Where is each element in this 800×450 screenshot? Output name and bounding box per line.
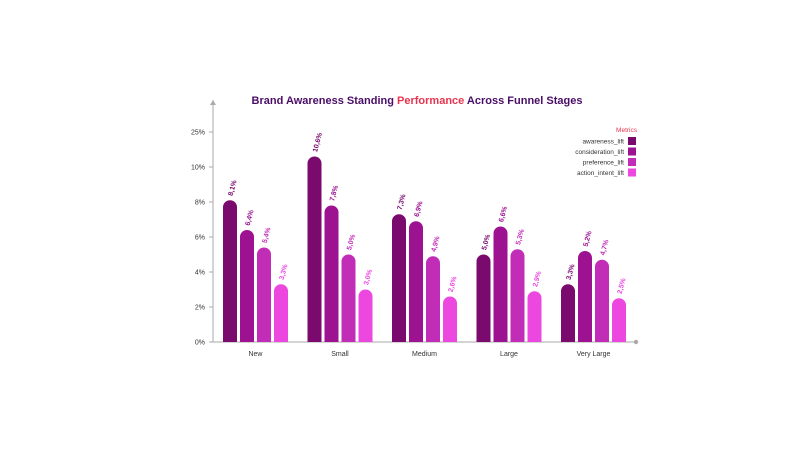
bar-preference-lift (595, 259, 609, 342)
y-tick-label: 8% (195, 200, 205, 207)
bar-awareness-lift (561, 284, 575, 342)
category-label: New (248, 351, 263, 358)
category-label: Large (500, 351, 518, 358)
bar-value-label: 4,7% (600, 238, 611, 256)
bar-consideration-lift (578, 251, 592, 342)
bar-action-intent-lift (274, 284, 288, 342)
bar-action-intent-lift (358, 289, 373, 342)
title-part-1: Brand Awareness Standing (252, 95, 397, 107)
bar-consideration-lift (240, 230, 254, 342)
y-axis-arrow (210, 100, 216, 105)
bar-value-label: 6,9% (414, 200, 425, 218)
bar-awareness-lift (476, 254, 491, 342)
bar-value-label: 6,6% (498, 205, 509, 223)
bar-consideration-lift (409, 221, 423, 342)
bar-consideration-lift (493, 226, 508, 342)
bar-awareness-lift (223, 200, 237, 342)
title-part-highlight: Performance (397, 95, 464, 107)
title-part-3: Across Funnel Stages (464, 95, 582, 107)
y-tick-label: 2% (195, 305, 205, 312)
legend-label: preference_lift (583, 160, 624, 167)
legend-label: awareness_lift (582, 139, 624, 146)
bar-value-label: 6,4% (245, 209, 256, 227)
legend-label: consideration_lift (575, 149, 624, 156)
bar-value-label: 10,6% (312, 131, 324, 153)
bar-action-intent-lift (612, 298, 626, 342)
bar-value-label: 5,2% (583, 230, 594, 248)
legend-swatch (628, 168, 636, 177)
category-label: Small (331, 351, 349, 358)
x-axis-end-dot (633, 339, 639, 345)
legend: Metrics awareness_lift consideration_liftp… (575, 127, 638, 177)
bar-awareness-lift (392, 214, 406, 342)
bar-value-label: 2,6% (448, 275, 459, 293)
bar-preference-lift (426, 256, 440, 342)
legend-title: Metrics (616, 127, 638, 134)
category-label: Medium (412, 351, 437, 358)
bar-value-label: 2,5% (617, 277, 628, 295)
y-tick-label: 0% (195, 340, 205, 347)
bar-value-label: 8,1% (228, 179, 239, 197)
y-tick-label: 10% (191, 165, 205, 172)
legend-swatch (628, 147, 636, 156)
y-tick-label: 25% (191, 130, 205, 137)
bar-value-label: 5,3% (515, 228, 526, 246)
bar-value-label: 7,8% (329, 184, 340, 202)
bar-value-label: 2,9% (532, 270, 543, 288)
chart-title: Brand Awareness Standing Performance Acr… (252, 95, 583, 107)
bar-value-label: 4,9% (431, 235, 442, 253)
bar-value-label: 5,0% (346, 233, 357, 251)
bar-value-label: 7,3% (397, 193, 408, 211)
y-tick-label: 6% (195, 235, 205, 242)
bars: 8,1% 6,4% 5,4% 3,3% 10,6% 7,8% 5,0% 3,0% 7,3% 6,9… (223, 131, 628, 342)
y-tick-label: 4% (195, 270, 205, 277)
bar-awareness-lift (307, 156, 322, 342)
bar-value-label: 3,3% (279, 263, 290, 281)
bar-value-label: 3,0% (363, 268, 374, 286)
bar-preference-lift (257, 247, 271, 342)
bar-preference-lift (510, 249, 525, 342)
legend-swatch (628, 137, 636, 145)
y-axis-ticks: 0% 2% 4% 6% 8% 10% 25% (191, 130, 213, 347)
category-label: Very Large (577, 351, 611, 358)
bar-value-label: 5,4% (262, 226, 273, 244)
bar-preference-lift (341, 254, 356, 342)
bar-consideration-lift (324, 205, 339, 342)
bar-value-label: 3,3% (566, 263, 577, 281)
legend-swatch (628, 158, 636, 166)
bar-value-label: 5,0% (481, 233, 492, 251)
bar-action-intent-lift (527, 291, 542, 342)
legend-label: action_intent_lift (577, 170, 624, 177)
bar-action-intent-lift (443, 296, 458, 342)
x-axis-labels: New Small Medium Large Very Large (248, 351, 610, 358)
